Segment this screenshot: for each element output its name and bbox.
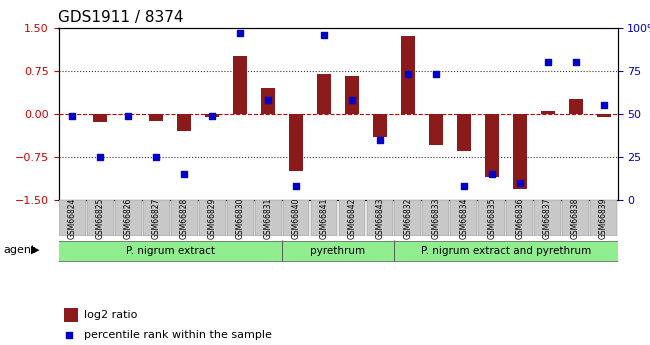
Text: GSM66838: GSM66838 <box>571 198 580 239</box>
FancyBboxPatch shape <box>199 200 226 236</box>
Point <box>291 184 302 189</box>
FancyBboxPatch shape <box>282 241 394 261</box>
Point <box>402 71 413 77</box>
FancyBboxPatch shape <box>506 200 533 236</box>
FancyBboxPatch shape <box>227 200 254 236</box>
Text: GSM66835: GSM66835 <box>488 197 496 239</box>
FancyBboxPatch shape <box>534 200 561 236</box>
Text: GSM66824: GSM66824 <box>68 198 77 239</box>
Point <box>424 227 435 233</box>
FancyBboxPatch shape <box>171 200 198 236</box>
Bar <box>541 111 554 114</box>
Text: agent: agent <box>3 245 36 255</box>
FancyBboxPatch shape <box>394 241 618 261</box>
Point <box>571 59 581 65</box>
Text: GSM66826: GSM66826 <box>124 198 133 239</box>
Bar <box>597 114 610 117</box>
Point <box>179 171 190 177</box>
FancyBboxPatch shape <box>59 200 86 236</box>
FancyBboxPatch shape <box>283 200 309 236</box>
Bar <box>513 114 526 189</box>
Text: GSM66841: GSM66841 <box>320 198 328 239</box>
FancyBboxPatch shape <box>478 200 505 236</box>
Bar <box>457 114 471 151</box>
Point <box>318 32 329 37</box>
Text: pyrethrum: pyrethrum <box>311 246 365 256</box>
Text: GDS1911 / 8374: GDS1911 / 8374 <box>58 10 184 25</box>
Text: GSM66837: GSM66837 <box>543 197 552 239</box>
FancyBboxPatch shape <box>58 241 282 261</box>
FancyBboxPatch shape <box>395 200 421 236</box>
Text: log2 ratio: log2 ratio <box>84 310 137 320</box>
FancyBboxPatch shape <box>450 200 477 236</box>
FancyBboxPatch shape <box>422 200 449 236</box>
Point <box>459 184 469 189</box>
Text: GSM66840: GSM66840 <box>292 197 300 239</box>
Text: GSM66843: GSM66843 <box>376 197 384 239</box>
Text: GSM66831: GSM66831 <box>264 198 272 239</box>
Point <box>347 97 358 103</box>
Bar <box>94 114 107 122</box>
Point <box>151 154 161 160</box>
Text: GSM66839: GSM66839 <box>599 197 608 239</box>
Text: GSM66842: GSM66842 <box>348 198 356 239</box>
Bar <box>289 114 303 171</box>
Text: GSM66832: GSM66832 <box>404 198 412 239</box>
FancyBboxPatch shape <box>115 200 142 236</box>
Bar <box>373 114 387 137</box>
Point <box>263 97 273 103</box>
Point <box>235 30 246 36</box>
Point <box>375 137 385 142</box>
Text: GSM66830: GSM66830 <box>236 197 244 239</box>
Text: P. nigrum extract and pyrethrum: P. nigrum extract and pyrethrum <box>421 246 591 256</box>
FancyBboxPatch shape <box>143 200 170 236</box>
Text: GSM66825: GSM66825 <box>96 198 105 239</box>
FancyBboxPatch shape <box>590 200 617 236</box>
Text: GSM66834: GSM66834 <box>460 197 468 239</box>
Point <box>67 113 78 118</box>
Bar <box>485 114 499 177</box>
Text: GSM66836: GSM66836 <box>515 197 524 239</box>
Point <box>542 59 552 65</box>
FancyBboxPatch shape <box>311 200 337 236</box>
Bar <box>569 99 582 114</box>
Text: GSM66833: GSM66833 <box>432 197 440 239</box>
Point <box>599 102 609 108</box>
Text: percentile rank within the sample: percentile rank within the sample <box>84 330 272 339</box>
Bar <box>401 36 415 114</box>
Bar <box>261 88 275 114</box>
Point <box>486 171 497 177</box>
Bar <box>205 114 219 117</box>
Bar <box>233 56 247 114</box>
Point <box>207 113 217 118</box>
Bar <box>64 308 78 322</box>
Text: GSM66829: GSM66829 <box>208 198 216 239</box>
Bar <box>150 114 163 121</box>
Point <box>515 180 525 186</box>
FancyBboxPatch shape <box>255 200 281 236</box>
Bar <box>345 77 359 114</box>
FancyBboxPatch shape <box>562 200 589 236</box>
Point <box>95 154 105 160</box>
Text: GSM66827: GSM66827 <box>152 198 161 239</box>
Bar <box>429 114 443 146</box>
Point <box>431 71 441 77</box>
FancyBboxPatch shape <box>367 200 393 236</box>
Text: P. nigrum extract: P. nigrum extract <box>126 246 214 256</box>
Bar <box>177 114 191 131</box>
FancyBboxPatch shape <box>339 200 365 236</box>
FancyBboxPatch shape <box>87 200 114 236</box>
Bar <box>317 73 331 114</box>
Text: GSM66828: GSM66828 <box>180 198 188 239</box>
Text: ▶: ▶ <box>31 245 40 255</box>
Point <box>124 113 134 118</box>
